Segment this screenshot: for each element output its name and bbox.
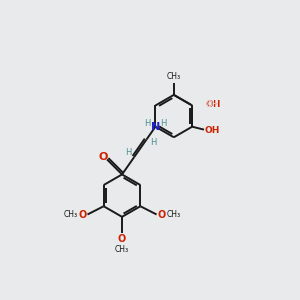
Text: H: H (160, 119, 166, 128)
Text: H: H (144, 119, 150, 128)
Text: N: N (151, 122, 160, 132)
Text: H: H (150, 138, 156, 147)
Text: CH₃: CH₃ (166, 210, 180, 219)
Text: O: O (98, 152, 108, 162)
Text: OH: OH (205, 100, 220, 109)
Text: O: O (78, 210, 87, 220)
Text: CH₃: CH₃ (115, 245, 129, 254)
Text: CH₃: CH₃ (167, 72, 181, 81)
Text: O: O (118, 234, 126, 244)
Text: CH₃: CH₃ (64, 210, 78, 219)
Text: OH: OH (205, 100, 219, 109)
Text: O: O (158, 210, 166, 220)
Text: H: H (125, 148, 132, 157)
Text: OH: OH (205, 126, 220, 135)
